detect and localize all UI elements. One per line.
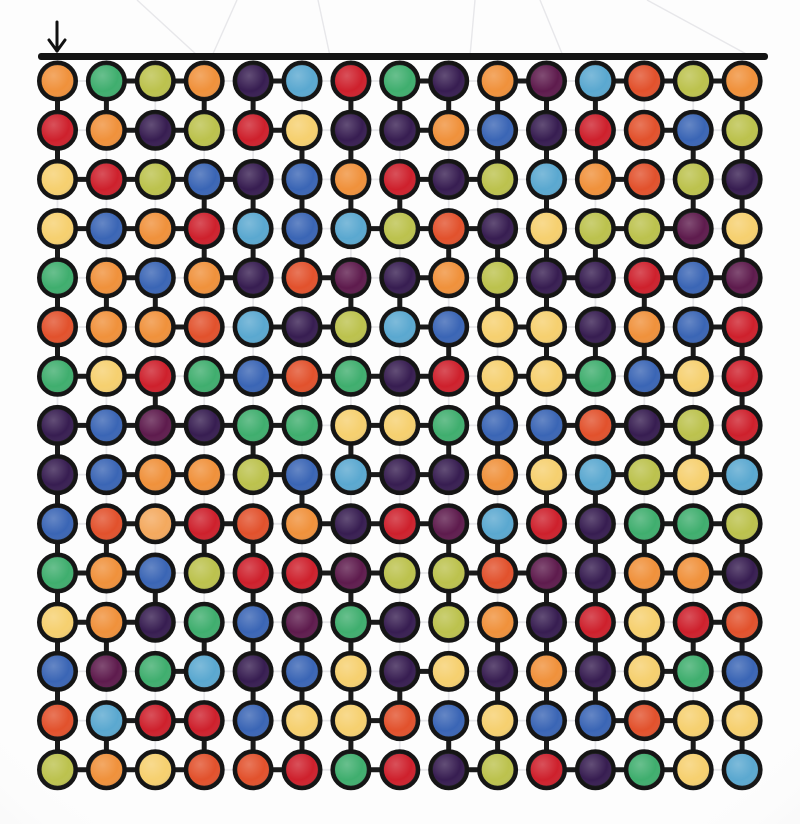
photo-vignette [0,0,800,824]
artwork-photo [0,0,800,824]
artwork-canvas [0,0,800,824]
